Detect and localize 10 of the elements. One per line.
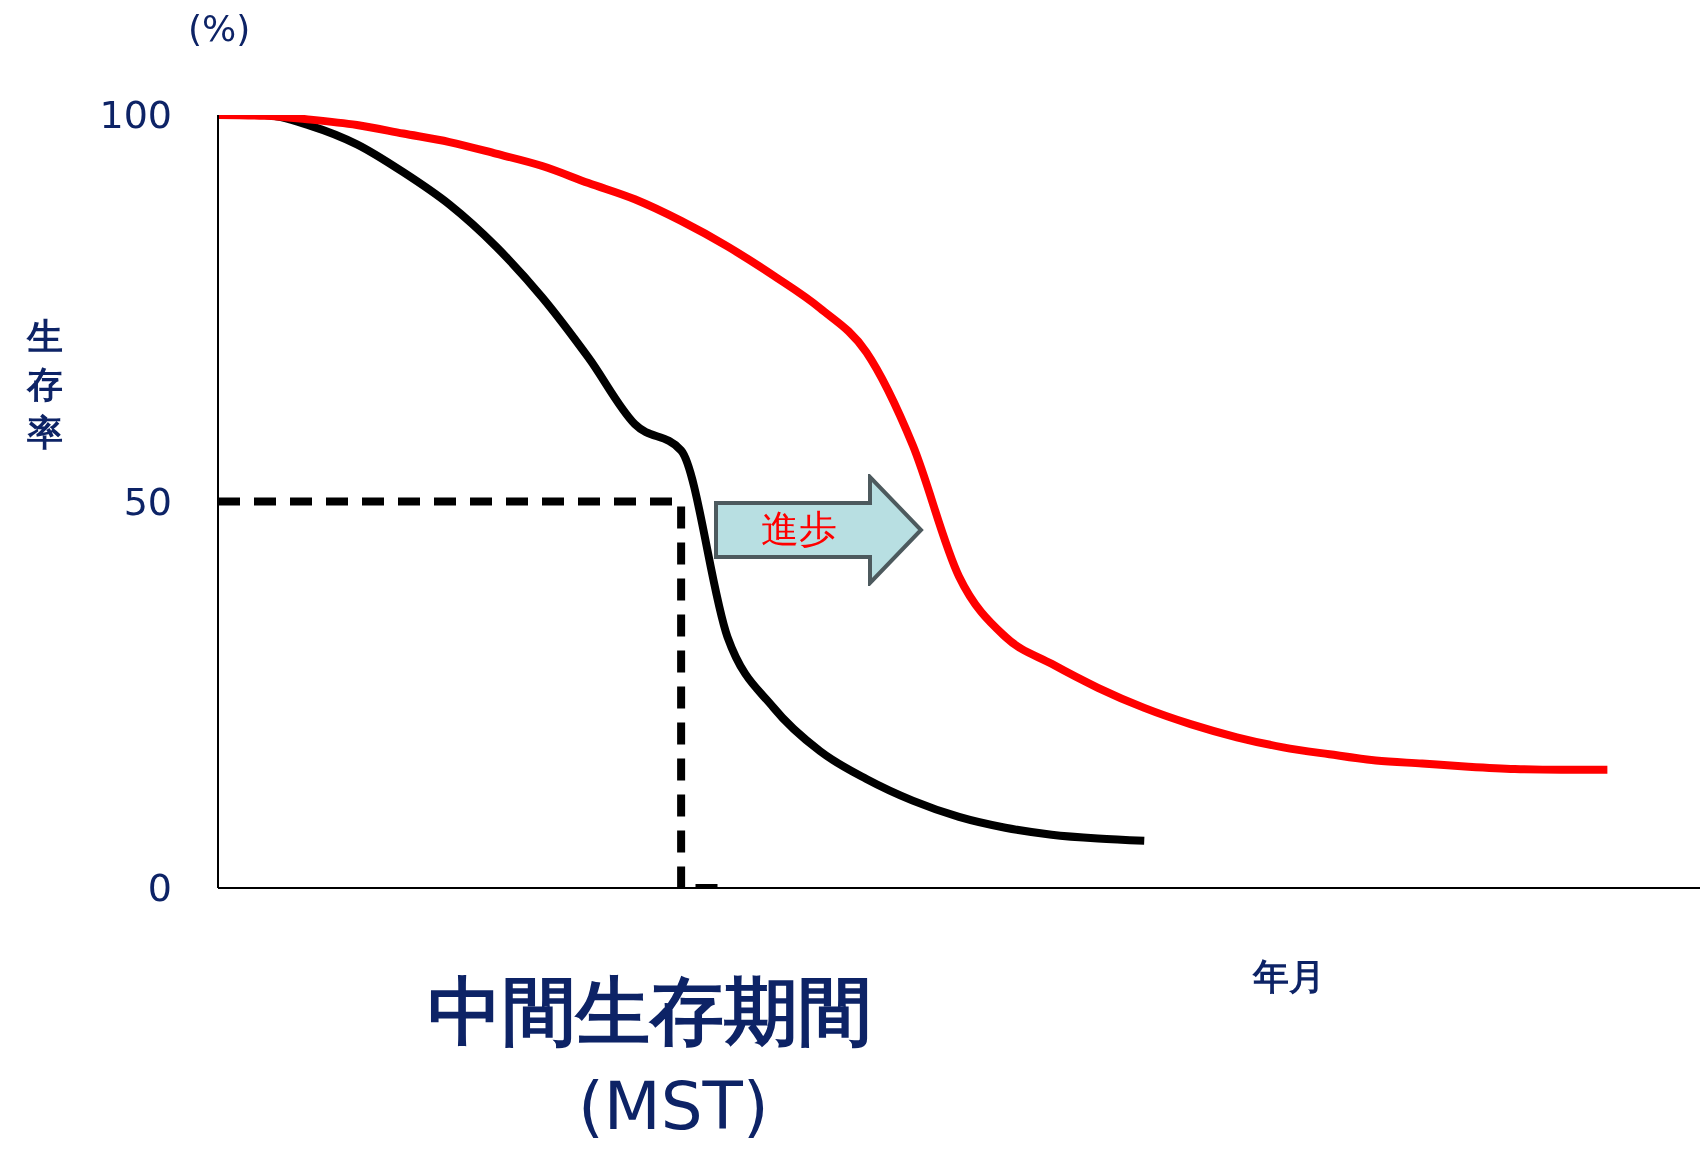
y-tick-label: 50 bbox=[123, 479, 172, 524]
text: (MST) bbox=[578, 1068, 769, 1145]
annotation: 進歩 bbox=[761, 506, 837, 553]
y-tick-label: 0 bbox=[147, 866, 172, 911]
arrow-icon: 進歩 bbox=[713, 474, 925, 586]
text: 中間生存期間 bbox=[428, 967, 872, 1056]
text: (%) bbox=[188, 8, 251, 49]
y-axis-title: 生存率 bbox=[25, 315, 64, 455]
y-tick-label: 100 bbox=[99, 93, 172, 138]
x-axis-title: 年月 bbox=[1253, 955, 1325, 999]
